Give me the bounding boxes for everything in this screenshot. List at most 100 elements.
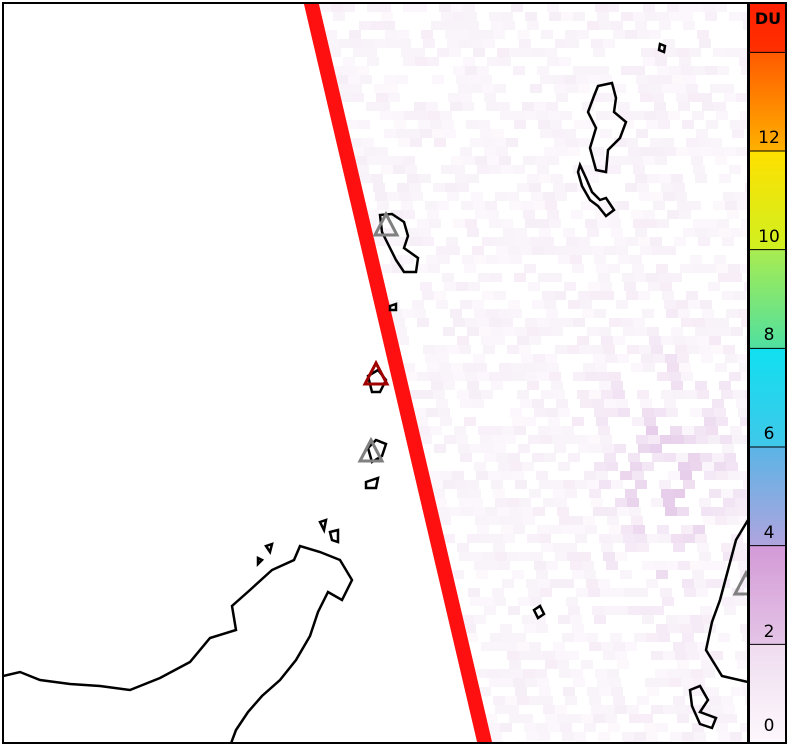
so2-pixel bbox=[721, 489, 733, 498]
so2-pixel bbox=[699, 39, 711, 48]
so2-pixel bbox=[551, 174, 563, 183]
so2-pixel bbox=[665, 354, 677, 363]
so2-pixel bbox=[704, 264, 716, 273]
so2-pixel bbox=[362, 138, 374, 147]
so2-pixel bbox=[357, 165, 369, 174]
so2-pixel bbox=[468, 75, 480, 84]
so2-pixel bbox=[617, 354, 629, 363]
so2-pixel bbox=[737, 507, 748, 516]
so2-pixel bbox=[473, 507, 485, 516]
so2-pixel bbox=[744, 282, 748, 291]
so2-pixel bbox=[703, 669, 715, 678]
satellite-swath-edge bbox=[303, 3, 493, 743]
so2-pixel bbox=[637, 183, 649, 192]
so2-pixel bbox=[568, 246, 580, 255]
so2-pixel bbox=[609, 525, 621, 534]
so2-pixel bbox=[379, 156, 391, 165]
so2-pixel bbox=[634, 732, 646, 741]
so2-pixel bbox=[433, 183, 445, 192]
so2-pixel bbox=[654, 408, 666, 417]
so2-pixel bbox=[405, 372, 417, 381]
so2-pixel bbox=[657, 525, 669, 534]
so2-pixel bbox=[331, 3, 343, 12]
volcano-triangle-icon[interactable] bbox=[357, 436, 385, 463]
so2-pixel bbox=[527, 174, 539, 183]
so2-pixel bbox=[679, 210, 691, 219]
so2-pixel bbox=[716, 264, 728, 273]
so2-pixel bbox=[603, 705, 615, 714]
so2-pixel bbox=[676, 300, 688, 309]
so2-pixel bbox=[418, 426, 430, 435]
colorbar-tick-8: 8 bbox=[763, 325, 775, 345]
so2-pixel bbox=[433, 390, 445, 399]
so2-pixel bbox=[350, 138, 362, 147]
volcano-triangle-icon[interactable] bbox=[732, 569, 757, 596]
so2-pixel bbox=[576, 588, 588, 597]
so2-pixel bbox=[441, 372, 453, 381]
so2-pixel bbox=[675, 192, 687, 201]
so2-pixel bbox=[604, 93, 616, 102]
so2-pixel bbox=[620, 570, 632, 579]
so2-pixel bbox=[537, 318, 549, 327]
so2-pixel bbox=[683, 480, 695, 489]
so2-pixel bbox=[609, 678, 621, 687]
so2-pixel bbox=[648, 435, 660, 444]
so2-pixel bbox=[380, 264, 392, 273]
so2-pixel bbox=[603, 39, 615, 48]
so2-pixel bbox=[489, 318, 501, 327]
so2-pixel bbox=[702, 462, 714, 471]
so2-pixel bbox=[594, 408, 606, 417]
so2-pixel bbox=[524, 624, 536, 633]
so2-pixel bbox=[539, 480, 551, 489]
so2-pixel bbox=[681, 66, 693, 75]
so2-pixel bbox=[587, 327, 599, 336]
volcano-triangle-icon[interactable] bbox=[372, 210, 400, 237]
so2-pixel bbox=[380, 111, 392, 120]
so2-pixel bbox=[595, 363, 607, 372]
so2-pixel bbox=[423, 39, 435, 48]
so2-pixel bbox=[601, 543, 613, 552]
so2-pixel bbox=[633, 525, 645, 534]
so2-pixel bbox=[499, 57, 511, 66]
so2-pixel bbox=[614, 444, 626, 453]
so2-pixel bbox=[650, 84, 662, 93]
so2-pixel bbox=[384, 75, 396, 84]
so2-pixel bbox=[595, 156, 607, 165]
so2-pixel bbox=[716, 471, 728, 480]
so2-pixel bbox=[629, 714, 641, 723]
so2-pixel bbox=[635, 21, 647, 30]
so2-pixel bbox=[742, 633, 748, 642]
so2-pixel bbox=[477, 318, 489, 327]
so2-pixel bbox=[515, 480, 527, 489]
so2-pixel bbox=[660, 75, 672, 84]
so2-pixel bbox=[550, 426, 562, 435]
so2-pixel bbox=[586, 120, 598, 129]
so2-pixel bbox=[471, 552, 483, 561]
so2-pixel bbox=[623, 327, 635, 336]
so2-pixel bbox=[589, 642, 601, 651]
so2-pixel bbox=[605, 714, 617, 723]
so2-pixel bbox=[543, 192, 555, 201]
so2-pixel bbox=[415, 57, 427, 66]
so2-pixel bbox=[384, 129, 396, 138]
so2-pixel bbox=[416, 264, 428, 273]
so2-pixel bbox=[636, 588, 648, 597]
so2-pixel bbox=[487, 156, 499, 165]
so2-pixel bbox=[446, 237, 458, 246]
so2-pixel bbox=[633, 12, 645, 21]
so2-pixel bbox=[416, 417, 428, 426]
so2-pixel bbox=[574, 120, 586, 129]
so2-pixel bbox=[439, 3, 451, 12]
volcano-active-triangle-icon[interactable] bbox=[362, 359, 390, 386]
so2-pixel bbox=[699, 498, 711, 507]
so2-pixel bbox=[403, 156, 415, 165]
so2-pixel bbox=[618, 102, 630, 111]
so2-pixel bbox=[483, 345, 495, 354]
so2-pixel bbox=[403, 57, 415, 66]
so2-pixel bbox=[605, 354, 617, 363]
so2-pixel bbox=[359, 174, 371, 183]
so2-pixel bbox=[609, 165, 621, 174]
so2-pixel bbox=[618, 408, 630, 417]
so2-pixel bbox=[606, 462, 618, 471]
so2-pixel bbox=[715, 363, 727, 372]
